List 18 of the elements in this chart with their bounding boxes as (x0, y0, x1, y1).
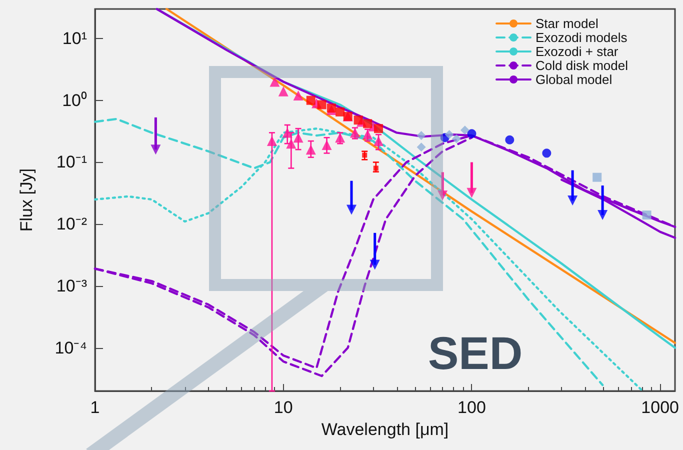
y-axis-title: Flux [Jy] (17, 168, 36, 232)
x-tick-label: 10 (274, 398, 293, 417)
y-tick-label: 10⁻¹ (56, 152, 88, 172)
legend-label: Global model (536, 72, 612, 87)
x-tick-label: 1 (90, 398, 100, 417)
legend-label: Exozodi models (536, 30, 628, 45)
y-tick-label: 10¹ (62, 29, 88, 48)
x-tick-label: 1000 (641, 398, 679, 417)
legend-label: Cold disk model (536, 58, 628, 73)
legend-label: Star model (536, 16, 598, 31)
y-tick-label: 10⁻⁴ (54, 338, 87, 358)
y-tick-label: 10⁻³ (56, 276, 88, 296)
y-tick-label: 10⁻² (56, 214, 88, 234)
x-tick-label: 100 (458, 398, 486, 417)
legend-label: Exozodi + star (536, 44, 619, 59)
annotation: SED (428, 327, 523, 379)
y-tick-label: 10⁰ (62, 90, 87, 110)
x-axis-title: Wavelength [μm] (321, 420, 449, 439)
